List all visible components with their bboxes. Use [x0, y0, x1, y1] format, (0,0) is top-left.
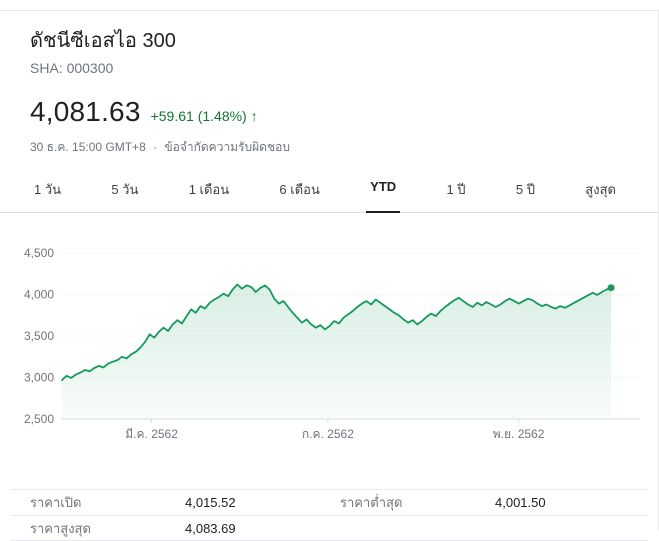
x-axis-tick-label: ก.ค. 2562: [302, 427, 354, 441]
chart-end-dot: [607, 284, 615, 292]
up-arrow-icon: ↑: [250, 108, 258, 124]
quote-header: ดัชนีซีเอสไอ 300 SHA: 000300 4,081.63 +5…: [0, 11, 658, 157]
finance-widget: ดัชนีซีเอสไอ 300 SHA: 000300 4,081.63 +5…: [0, 10, 659, 541]
tab-5y[interactable]: 5 ปี: [515, 182, 535, 197]
chart-container: 2,500 3,000 3,500 4,000 4,500 มี.ค. 2562 ก.ค. …: [0, 239, 658, 459]
y-axis-tick-label: 2,500: [24, 412, 54, 426]
chart-line: [61, 283, 612, 381]
y-axis-tick-label: 4,500: [24, 246, 54, 260]
tab-1m[interactable]: 1 เดือน: [188, 182, 230, 197]
price-change: +59.61 (1.48%): [150, 108, 247, 124]
tab-6m[interactable]: 6 เดือน: [279, 182, 320, 197]
tab-5d[interactable]: 5 วัน: [111, 182, 139, 197]
tab-1d[interactable]: 1 วัน: [34, 182, 62, 197]
price-row: 4,081.63 +59.61 (1.48%) ↑: [30, 96, 628, 128]
price-chart[interactable]: 2,500 3,000 3,500 4,000 4,500 มี.ค. 2562 ก.ค. …: [0, 239, 659, 454]
chart-area-fill: [62, 284, 612, 419]
disclaimer-link[interactable]: ข้อจำกัดความรับผิดชอบ: [164, 140, 290, 154]
range-tabs: 1 วัน 5 วัน 1 เดือน 6 เดือน YTD 1 ปี 5 ป…: [0, 171, 658, 213]
table-row: ราคาเปิด 4,015.52 ราคาต่ำสุด 4,001.50: [10, 489, 648, 515]
stock-symbol: SHA: 000300: [30, 60, 114, 76]
tab-max[interactable]: สูงสุด: [585, 182, 616, 197]
stats-table: ราคาเปิด 4,015.52 ราคาต่ำสุด 4,001.50 รา…: [10, 489, 648, 541]
tab-1y[interactable]: 1 ปี: [446, 182, 466, 197]
current-price: 4,081.63: [30, 96, 141, 127]
quote-timestamp: 30 ธ.ค. 15:00 GMT+8: [30, 140, 146, 154]
y-axis-tick-label: 3,500: [24, 329, 54, 343]
x-axis-tick-label: พ.ย. 2562: [493, 427, 545, 441]
quote-meta: 30 ธ.ค. 15:00 GMT+8 · ข้อจำกัดความรับผิด…: [30, 138, 628, 157]
page-title: ดัชนีซีเอสไอ 300: [30, 30, 176, 52]
stat-label-high: ราคาสูงสุด: [30, 520, 91, 536]
stat-label-open: ราคาเปิด: [30, 495, 82, 510]
tab-ytd[interactable]: YTD: [366, 171, 401, 213]
y-axis-tick-label: 4,000: [24, 288, 54, 302]
stat-value-low: 4,001.50: [495, 495, 546, 510]
meta-separator: ·: [153, 140, 158, 154]
stat-value-high: 4,083.69: [185, 520, 236, 536]
stat-label-low: ราคาต่ำสุด: [340, 495, 403, 510]
x-axis-tick-label: มี.ค. 2562: [125, 427, 178, 441]
y-axis-tick-label: 3,000: [24, 371, 54, 385]
table-row: ราคาสูงสุด 4,083.69: [10, 515, 648, 541]
stat-value-open: 4,015.52: [185, 495, 236, 510]
